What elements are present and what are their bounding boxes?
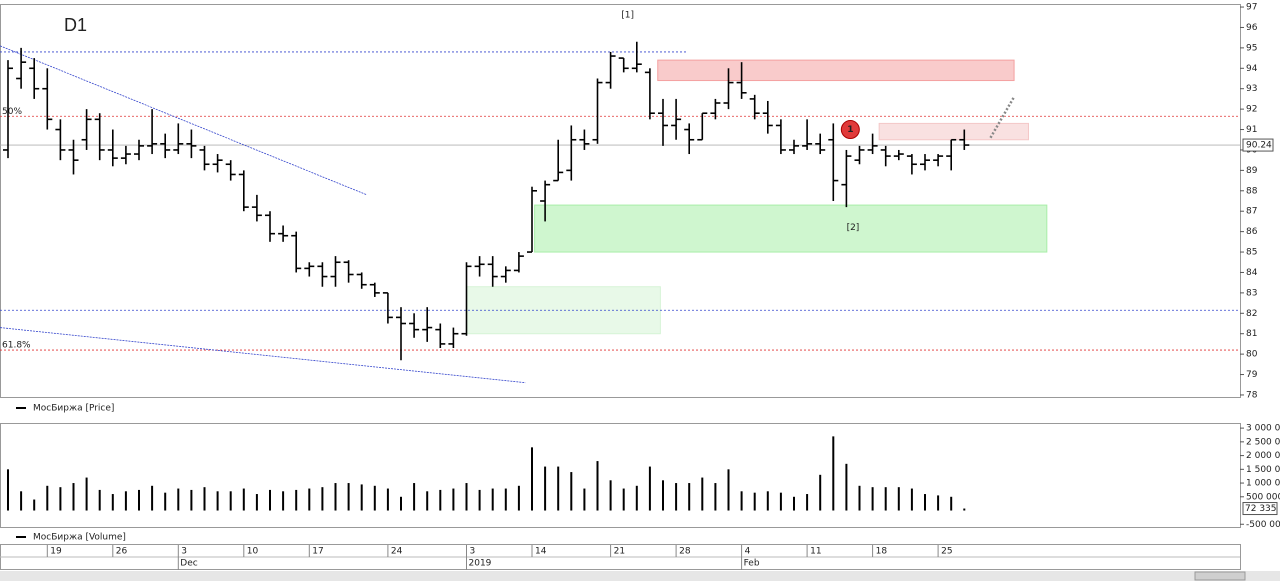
y-tick-label: 3 000 000 bbox=[1246, 424, 1280, 434]
timeframe-label: D1 bbox=[64, 15, 87, 35]
level-label: 61.8% bbox=[2, 341, 31, 351]
y-tick-label: 81 bbox=[1246, 329, 1257, 339]
y-tick-label: 83 bbox=[1246, 288, 1257, 298]
y-tick-label: 1 500 000 bbox=[1246, 465, 1280, 475]
zone bbox=[534, 204, 1048, 253]
y-tick-label: 87 bbox=[1246, 207, 1257, 217]
zone bbox=[878, 122, 1029, 141]
y-tick-label: 84 bbox=[1246, 268, 1258, 278]
zone bbox=[657, 59, 1015, 82]
group-label: 2019 bbox=[469, 559, 492, 569]
annotation: [2] bbox=[847, 223, 860, 233]
y-tick-label: 91 bbox=[1246, 125, 1257, 135]
group-label: Dec bbox=[180, 559, 197, 569]
price-panel bbox=[0, 4, 1241, 398]
legend-label: МосБиржа [Price] bbox=[33, 404, 114, 414]
y-tick-label: 88 bbox=[1246, 186, 1258, 196]
y-tick-label: 79 bbox=[1246, 370, 1258, 380]
x-tick-label: 19 bbox=[50, 547, 62, 557]
x-tick-label: 25 bbox=[941, 547, 952, 557]
last-volume-box bbox=[1242, 502, 1278, 516]
annotation: [1] bbox=[621, 11, 634, 21]
y-tick-label: 82 bbox=[1246, 309, 1257, 319]
level-label: 50% bbox=[2, 107, 22, 117]
x-tick-label: 18 bbox=[876, 547, 888, 557]
x-tick-label: 11 bbox=[810, 547, 821, 557]
x-tick-label: 3 bbox=[181, 547, 187, 557]
x-tick-label: 10 bbox=[247, 547, 259, 557]
y-tick-label: 93 bbox=[1246, 84, 1257, 94]
annotation: 1 bbox=[847, 125, 853, 135]
y-tick-label: -500 000 bbox=[1246, 520, 1280, 530]
y-tick-label: 86 bbox=[1246, 227, 1258, 237]
y-tick-label: 2 000 000 bbox=[1246, 451, 1280, 461]
scrollbar[interactable] bbox=[0, 571, 1280, 581]
y-tick-label: 85 bbox=[1246, 248, 1257, 258]
last-volume-label: 72 335 bbox=[1245, 504, 1277, 514]
annotation-badge bbox=[840, 120, 860, 140]
y-tick-label: 78 bbox=[1246, 390, 1258, 400]
x-tick-label: 3 bbox=[470, 547, 476, 557]
y-tick-label: 92 bbox=[1246, 105, 1257, 115]
volume-panel bbox=[0, 423, 1241, 528]
y-tick-label: 95 bbox=[1246, 43, 1257, 53]
x-tick-label: 17 bbox=[312, 547, 323, 557]
trendline bbox=[0, 327, 526, 384]
zone bbox=[466, 286, 661, 335]
y-tick-label: 97 bbox=[1246, 3, 1257, 13]
y-tick-label: 89 bbox=[1246, 166, 1258, 176]
y-tick-label: 1 000 000 bbox=[1246, 479, 1280, 489]
group-label: Feb bbox=[744, 559, 760, 569]
x-tick-label: 26 bbox=[116, 547, 128, 557]
y-tick-label: 500 000 bbox=[1246, 492, 1280, 502]
x-tick-label: 14 bbox=[535, 547, 547, 557]
scroll-thumb[interactable] bbox=[1194, 571, 1246, 581]
y-tick-label: 96 bbox=[1246, 23, 1258, 33]
legend-label: МосБиржа [Volume] bbox=[33, 533, 126, 543]
y-tick-label: 2 500 000 bbox=[1246, 437, 1280, 447]
y-tick-label: 80 bbox=[1246, 350, 1258, 360]
x-tick-label: 21 bbox=[614, 547, 625, 557]
last-price-box bbox=[1242, 138, 1274, 152]
x-tick-label: 4 bbox=[745, 547, 751, 557]
x-tick-label: 24 bbox=[391, 547, 403, 557]
y-tick-label: 94 bbox=[1246, 64, 1258, 74]
last-price-label: 90.24 bbox=[1246, 141, 1272, 151]
x-tick-label: 28 bbox=[679, 547, 691, 557]
